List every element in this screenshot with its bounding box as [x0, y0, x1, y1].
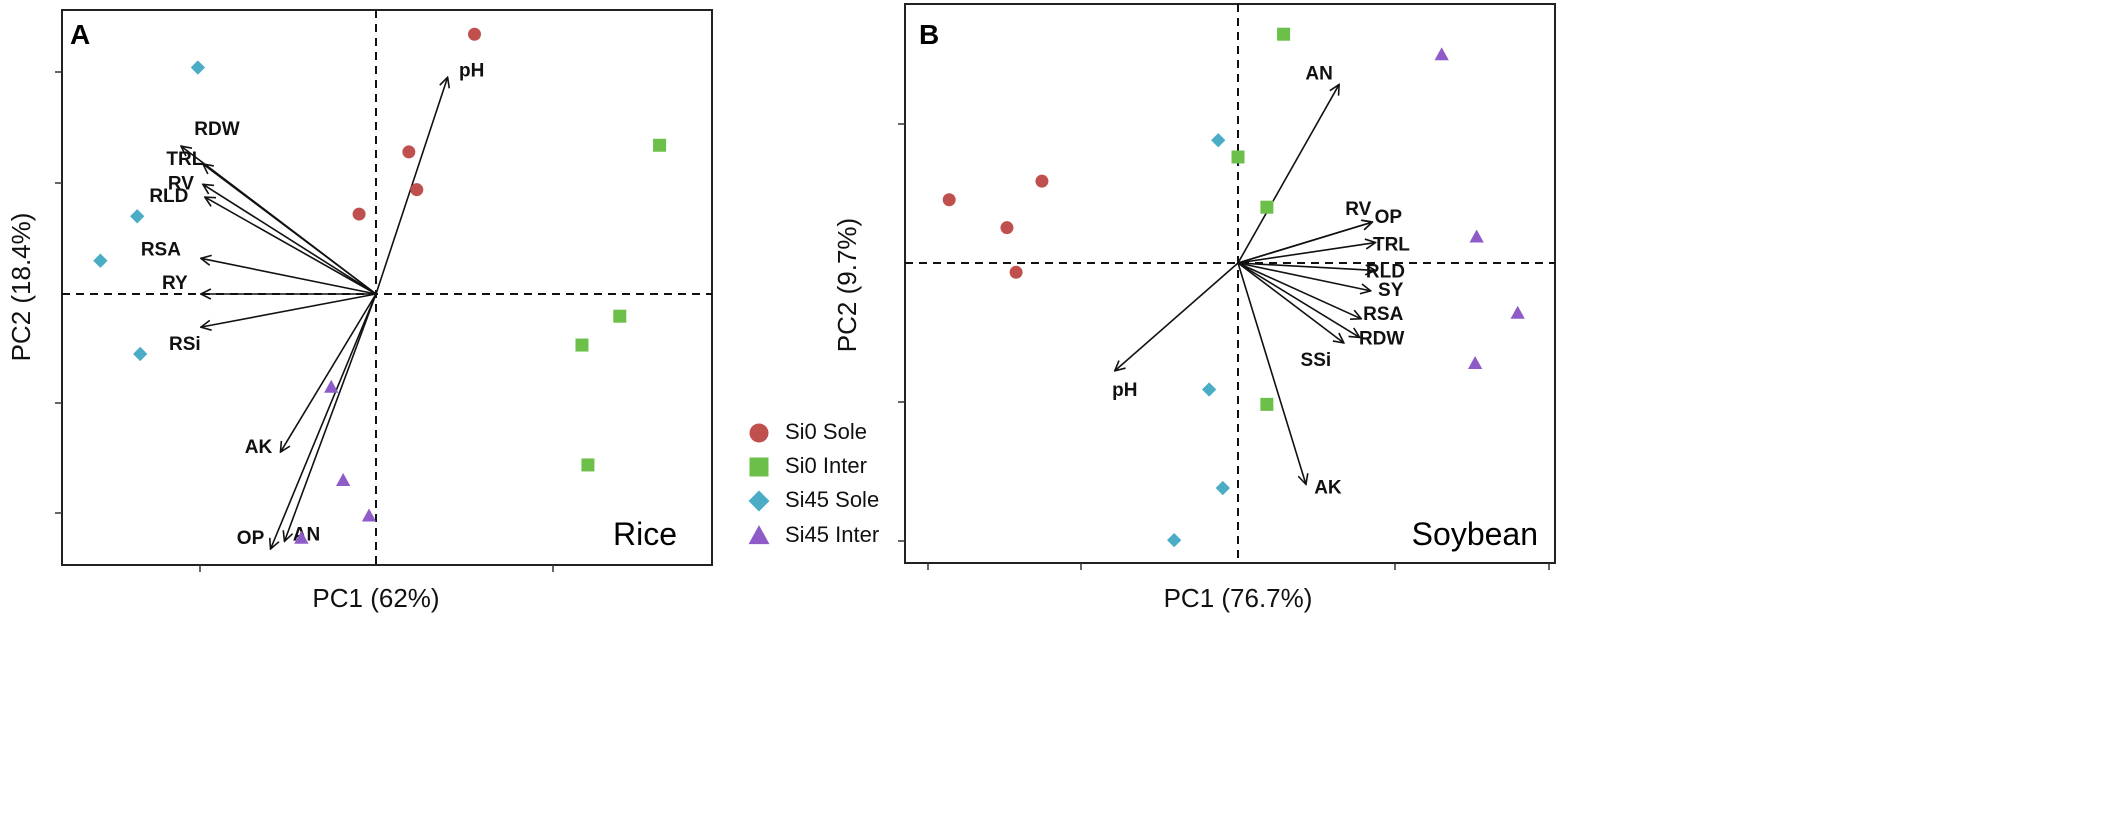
loading-label-rv: RV [1345, 199, 1371, 220]
score-point-si0-sole [468, 27, 482, 41]
loading-label-ph: pH [1112, 380, 1137, 401]
score-point-si0-sole [1000, 221, 1014, 235]
plot-frame [61, 9, 713, 566]
loading-label-ph: pH [459, 60, 484, 81]
panel-label: A [70, 19, 90, 50]
loading-label-rdw: RDW [1359, 328, 1404, 349]
score-point-si45-inter [1469, 229, 1484, 243]
loading-label-ak: AK [245, 437, 273, 458]
loading-vector-ak [1237, 262, 1306, 484]
loading-vector-rsa [201, 258, 377, 295]
score-point-si45-inter [1467, 355, 1483, 369]
y-axis-label: PC2 (18.4%) [6, 213, 36, 362]
loading-label-rld: RLD [149, 186, 188, 207]
loading-vector-rld [1237, 262, 1375, 270]
loading-label-an: AN [1305, 63, 1332, 84]
loading-label-trl: TRL [166, 149, 203, 170]
loading-vector-rsa [1237, 262, 1361, 319]
score-point-si45-inter [1510, 305, 1525, 319]
x-axis-label: PC1 (62%) [312, 583, 439, 613]
legend-marker-si45-sole [748, 490, 770, 512]
score-point-si45-inter [361, 508, 377, 522]
score-point-si0-sole [942, 193, 956, 207]
score-point-si0-inter [575, 338, 589, 352]
score-point-si45-inter [324, 379, 339, 393]
loading-label-rsa: RSA [141, 239, 181, 260]
loading-label-ssi: SSi [1301, 350, 1332, 371]
loading-label-ak: AK [1314, 477, 1342, 498]
score-point-si45-sole [93, 253, 108, 268]
loading-vector-rsi [201, 293, 377, 327]
loading-label-trl: TRL [1373, 235, 1410, 256]
score-point-si0-inter [1277, 27, 1291, 41]
score-point-si45-sole [1201, 382, 1217, 397]
panel-label: B [919, 19, 939, 50]
loading-label-rdw: RDW [194, 119, 239, 140]
loading-vector-ak [280, 293, 377, 452]
loading-label-rld: RLD [1366, 261, 1405, 282]
loading-label-rsa: RSA [1363, 304, 1403, 325]
legend-label: Si0 Sole [785, 419, 867, 444]
score-point-si45-inter [1434, 47, 1449, 61]
x-axis-label: PC1 (76.7%) [1164, 583, 1313, 613]
loading-label-rv: RV [168, 173, 194, 194]
score-point-si0-inter [1260, 200, 1274, 214]
loading-vector-op [1237, 222, 1372, 264]
legend-label: Si45 Inter [785, 522, 879, 547]
score-point-si0-inter [1260, 397, 1274, 411]
loading-label-sy: SY [1378, 280, 1404, 301]
legend-label: Si0 Inter [785, 453, 867, 478]
loading-label-rsi: RSi [169, 334, 201, 355]
score-point-si0-sole [1009, 265, 1023, 279]
loading-vector-rv [203, 184, 377, 295]
loading-vector-trl [203, 164, 377, 295]
crop-label: Rice [613, 516, 677, 552]
score-point-si45-sole [190, 60, 206, 75]
score-point-si45-sole [1167, 532, 1182, 548]
score-point-si45-sole [130, 209, 145, 224]
loading-vector-rdw [1237, 262, 1360, 337]
loading-label-ry: RY [162, 273, 188, 294]
legend-marker-si45-inter [748, 525, 770, 545]
score-point-si0-sole [410, 183, 424, 197]
score-point-si0-inter [613, 309, 627, 323]
score-point-si0-inter [581, 458, 595, 472]
score-point-si0-sole [402, 145, 416, 159]
loading-vector-op [271, 293, 377, 549]
loading-vector-sy [1237, 262, 1371, 291]
plot-frame [904, 3, 1556, 564]
score-point-si45-sole [1215, 480, 1230, 496]
loading-vector-ph [1115, 262, 1239, 371]
score-point-si45-inter [294, 530, 309, 544]
loading-label-op: OP [1375, 207, 1403, 228]
score-point-si0-sole [352, 207, 366, 221]
legend-label: Si45 Sole [785, 487, 879, 512]
score-point-si45-inter [336, 473, 351, 487]
loading-vector-an [1237, 84, 1339, 264]
loading-vector-trl [1237, 243, 1375, 264]
score-point-si0-inter [1231, 150, 1245, 164]
legend-marker-si0-sole [749, 423, 769, 443]
legend-marker-si0-inter [749, 457, 769, 477]
legend: Si0 Sole Si0 Inter Si45 Sole Si45 Inter [748, 419, 879, 547]
score-point-si45-sole [1211, 133, 1226, 148]
loading-label-op: OP [237, 528, 265, 549]
crop-label: Soybean [1412, 516, 1538, 552]
score-point-si0-inter [653, 138, 667, 152]
score-point-si45-sole [133, 346, 148, 362]
loading-vector-rld [205, 197, 377, 295]
y-axis-label: PC2 (9.7%) [832, 218, 862, 352]
score-point-si0-sole [1035, 174, 1049, 188]
loading-vector-ssi [1237, 262, 1344, 343]
loading-vector-an [284, 293, 377, 541]
